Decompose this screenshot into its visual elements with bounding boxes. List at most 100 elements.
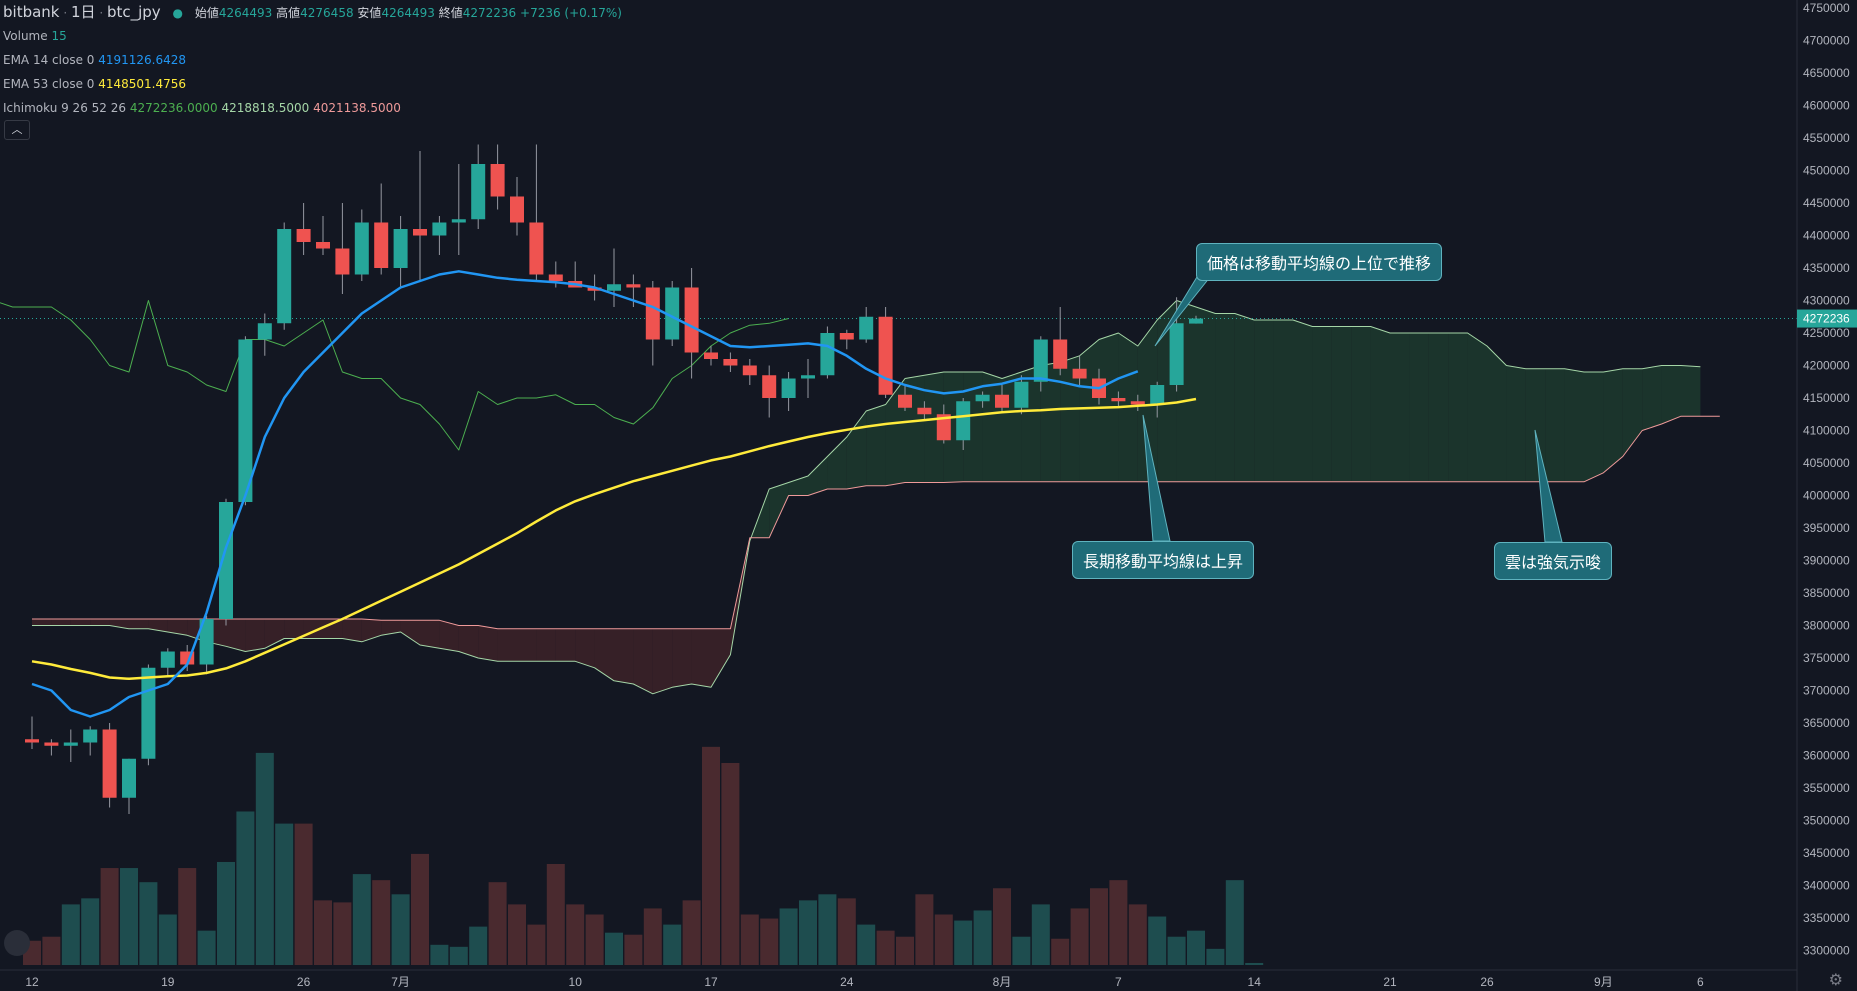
volume-bar [314, 900, 332, 965]
cloud-segment [1622, 368, 1643, 457]
cloud-segment [1642, 365, 1662, 431]
tradingview-logo-icon[interactable] [4, 930, 30, 956]
pair-label[interactable]: btc_jpy [106, 3, 161, 21]
y-tick-label: 3450000 [1803, 846, 1850, 860]
y-tick-label: 4300000 [1803, 294, 1850, 308]
candle-body [122, 758, 136, 798]
y-tick-label: 4500000 [1803, 164, 1850, 178]
cloud-segment [1137, 320, 1158, 482]
settings-gear-icon[interactable]: ⚙ [1828, 970, 1843, 989]
collapse-legend-button[interactable]: ︿ [4, 120, 30, 140]
volume-bar [527, 924, 546, 965]
interval-label[interactable]: 1日 [70, 3, 96, 21]
candle-body [1189, 318, 1203, 324]
candle-body [44, 742, 59, 746]
candle-body [859, 316, 874, 340]
cloud-segment [1661, 365, 1681, 424]
cloud-segment [32, 619, 52, 626]
legend-ema14-row[interactable]: EMA 14 close 0 4191126.6428 [3, 48, 622, 72]
symbol-name[interactable]: bitbank [3, 3, 60, 21]
cloud-segment [1293, 320, 1313, 482]
y-tick-label: 3850000 [1803, 586, 1850, 600]
candle-body [801, 375, 815, 379]
candle-body [238, 339, 253, 502]
cloud-segment [361, 619, 382, 642]
y-tick-label: 3950000 [1803, 521, 1850, 535]
y-tick-label: 4400000 [1803, 229, 1850, 243]
cloud-segment [478, 625, 498, 662]
volume-bar [1148, 916, 1167, 965]
legend-ema53-row[interactable]: EMA 53 close 0 4148501.4756 [3, 72, 622, 96]
y-tick-label: 3650000 [1803, 716, 1850, 730]
ema53-value: 4148501.4756 [98, 77, 187, 91]
legend-symbol-row: bitbank · 1日 · btc_jpy ● 始値4264493 高値427… [3, 0, 622, 24]
candle-body [432, 222, 447, 236]
cloud-segment [1331, 326, 1352, 482]
x-tick-label: 21 [1383, 975, 1397, 989]
volume-bar [1090, 888, 1108, 965]
cloud-segment [652, 628, 673, 694]
cloud-segment [284, 619, 304, 639]
candle-body [83, 729, 98, 743]
candle-body [374, 222, 389, 268]
volume-bar [818, 894, 837, 965]
volume-bar [1031, 904, 1050, 965]
legend-ichimoku-row[interactable]: Ichimoku 9 26 52 26 4272236.0000 4218818… [3, 96, 622, 120]
cloud-segment [1351, 326, 1371, 482]
candle-body [141, 667, 156, 759]
candle-body [723, 359, 738, 366]
volume-bar [605, 932, 623, 965]
cloud-segment [614, 628, 634, 684]
volume-bar [643, 908, 662, 965]
y-tick-label: 4000000 [1803, 489, 1850, 503]
candle-body [762, 375, 777, 398]
volume-bar [915, 894, 934, 965]
volume-bar [81, 898, 100, 965]
y-tick-label: 3350000 [1803, 911, 1850, 925]
volume-bar [566, 904, 585, 965]
ichimoku-cloud [32, 300, 1701, 694]
volume-bar [1187, 930, 1205, 965]
volume-bar [663, 924, 682, 965]
candle-body [1033, 339, 1048, 382]
cloud-segment [439, 620, 459, 652]
volume-bar [779, 908, 798, 965]
volume-bar [1109, 880, 1128, 965]
senkou-span-a-line [32, 300, 1701, 695]
volume-bar [469, 926, 488, 965]
candle-body [63, 742, 78, 746]
candle-body [917, 407, 932, 415]
cloud-segment [1603, 368, 1623, 473]
volume-value: 15 [51, 29, 67, 43]
y-tick-label: 4150000 [1803, 391, 1850, 405]
volume-bar [837, 898, 856, 965]
volume-bar [352, 874, 371, 965]
y-tick-label: 4200000 [1803, 359, 1850, 373]
legend-volume-row[interactable]: Volume 15 [3, 24, 622, 48]
x-tick-label: 19 [161, 975, 175, 989]
cloud-segment [1060, 355, 1080, 482]
y-tick-label: 4100000 [1803, 424, 1850, 438]
cloud-segment [1564, 368, 1584, 482]
ema14-label: EMA 14 close 0 [3, 53, 95, 67]
cloud-segment [575, 628, 595, 668]
volume-bar [1051, 938, 1070, 965]
y-tick-label: 4450000 [1803, 196, 1850, 210]
ohlc-low-value: 4264493 [381, 6, 435, 20]
candle-body [529, 222, 544, 275]
cloud-segment [323, 619, 343, 639]
y-tick-label: 3750000 [1803, 651, 1850, 665]
cloud-segment [51, 619, 71, 626]
volume-bar [139, 882, 158, 965]
cloud-segment [458, 625, 479, 658]
cloud-segment [594, 628, 614, 681]
y-tick-label: 4350000 [1803, 261, 1850, 275]
volume-bar [42, 936, 61, 965]
volume-bar [275, 823, 294, 965]
y-tick-label: 3600000 [1803, 749, 1850, 763]
volume-bar [973, 910, 992, 965]
cloud-segment [1545, 368, 1565, 482]
separator: · [99, 6, 107, 20]
volume-bar [1206, 948, 1225, 965]
